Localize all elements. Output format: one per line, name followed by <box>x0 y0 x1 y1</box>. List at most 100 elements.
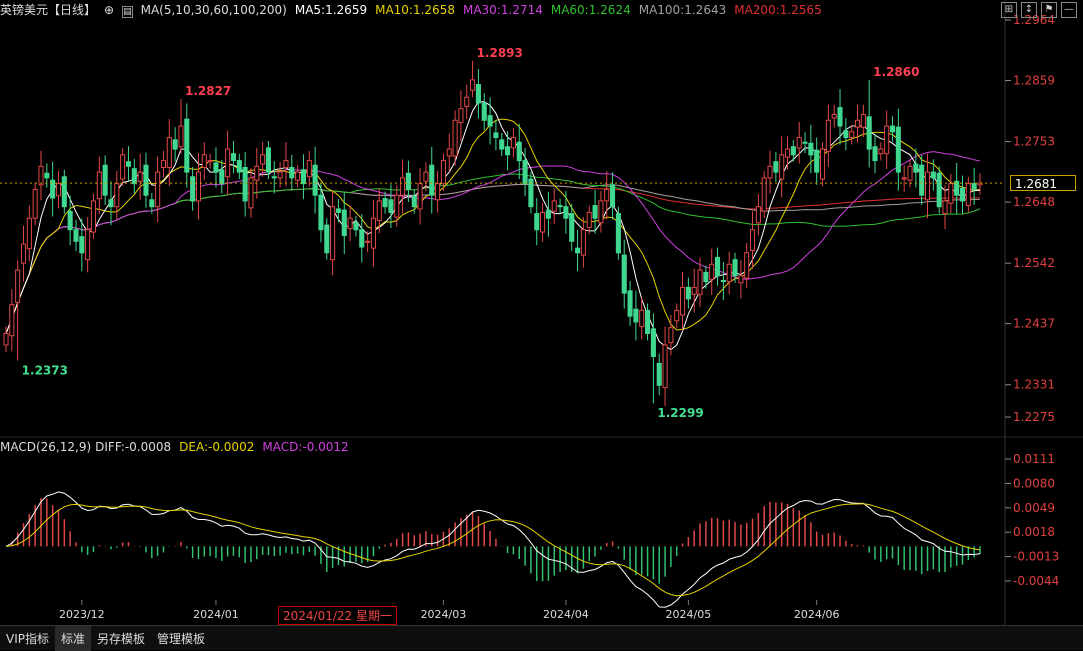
macd-value: MACD:-0.0012 <box>262 440 349 454</box>
tab-manage-template[interactable]: 管理模板 <box>157 632 206 646</box>
candle-body <box>610 184 616 208</box>
candle <box>948 173 954 214</box>
candle-body <box>965 183 971 207</box>
candle-body <box>516 141 522 162</box>
candle-body <box>697 269 703 295</box>
candle <box>289 154 295 191</box>
candle <box>930 159 936 191</box>
candle <box>954 162 960 214</box>
price-tick-label: 1.2542 <box>1013 256 1055 270</box>
candle-body <box>948 183 954 204</box>
candle <box>505 131 511 171</box>
indicator-icon[interactable]: ▤ <box>122 6 133 18</box>
candle-body <box>971 183 977 190</box>
candle-body <box>470 79 476 91</box>
candle-body <box>219 169 225 185</box>
candle-body <box>854 119 861 128</box>
candle <box>423 162 429 192</box>
candle <box>131 158 137 194</box>
candle-body <box>685 286 691 300</box>
price-annotation: 1.2373 <box>22 364 68 378</box>
candle-body <box>435 183 441 201</box>
candle <box>108 181 114 226</box>
candle-body <box>265 147 271 173</box>
candle-body <box>172 139 178 150</box>
grid-tool-icon[interactable]: ⊞ <box>1001 2 1017 18</box>
candle <box>633 290 639 341</box>
candle <box>720 262 726 301</box>
candle <box>341 191 347 254</box>
tab-vip[interactable]: VIP指标 <box>6 632 49 646</box>
candle <box>656 353 662 396</box>
candle-body <box>732 259 738 277</box>
candle-body <box>954 180 960 196</box>
candle-body <box>884 125 890 155</box>
cursor-date-tag: 2024/01/22 星期一 <box>278 606 397 625</box>
candle <box>545 191 551 237</box>
candle <box>709 248 715 295</box>
candle-body <box>540 211 546 233</box>
tab-standard[interactable]: 标准 <box>55 626 92 651</box>
candle <box>242 151 248 217</box>
candle-body <box>96 171 102 200</box>
candle <box>347 205 353 242</box>
candle <box>936 166 942 214</box>
minimize-icon[interactable]: — <box>1061 2 1077 18</box>
candle <box>819 142 826 186</box>
legend-ma30: MA30:1.2714 <box>462 3 543 17</box>
macd-tick-label: 0.0111 <box>1013 452 1055 466</box>
candle-body <box>522 160 528 185</box>
tab-save-template[interactable]: 另存模板 <box>97 632 146 646</box>
candle-body <box>843 130 849 139</box>
candle <box>627 281 633 326</box>
candle <box>516 123 522 180</box>
candle-body <box>108 199 114 208</box>
pin-tool-icon[interactable]: ↕ <box>1021 2 1037 18</box>
candle-body <box>242 167 248 202</box>
candle-body <box>674 309 680 322</box>
candle <box>446 133 452 172</box>
macd-header: MACD(26,12,9) DIFF:-0.0008 DEA:-0.0002 MACD… <box>0 440 357 454</box>
price-tick-label: 1.2859 <box>1013 74 1055 88</box>
candle <box>26 205 32 262</box>
candle-body <box>837 107 843 127</box>
candle-body <box>627 290 633 317</box>
candle-body <box>930 171 936 179</box>
candle <box>55 170 62 209</box>
candle <box>260 142 266 177</box>
candle-body <box>680 286 686 316</box>
candle-body <box>160 160 167 169</box>
settings-icon[interactable]: ⊕ <box>104 3 115 17</box>
candle-body <box>895 126 901 173</box>
period-label[interactable]: 【日线】 <box>48 3 97 17</box>
macd-dea-line <box>5 503 981 597</box>
candle <box>417 168 423 225</box>
date-tick-label: 2024/05 <box>666 608 712 621</box>
candle <box>569 203 575 252</box>
candle <box>73 219 79 252</box>
candle-body <box>295 171 301 181</box>
candle-body <box>248 177 254 209</box>
candle-body <box>365 240 371 243</box>
candle-body <box>534 213 540 231</box>
candle-body <box>493 132 499 139</box>
candle <box>907 159 913 188</box>
candle <box>405 160 411 203</box>
current-price-tag: 1.2681 <box>1010 175 1076 192</box>
candle <box>312 146 318 214</box>
candle-body <box>55 183 62 197</box>
candle <box>9 289 15 352</box>
date-tick-label: 2024/01 <box>193 608 239 621</box>
flag-tool-icon[interactable]: ⚑ <box>1041 2 1057 18</box>
candle-body <box>773 161 779 173</box>
candle-body <box>761 177 767 212</box>
candle <box>155 156 161 223</box>
candle-body <box>720 279 726 283</box>
candle <box>295 165 301 188</box>
candle <box>662 326 668 407</box>
candle <box>540 202 546 242</box>
candle <box>650 313 656 404</box>
candle <box>201 142 207 181</box>
candle-body <box>924 171 931 201</box>
candle-body <box>901 177 907 180</box>
